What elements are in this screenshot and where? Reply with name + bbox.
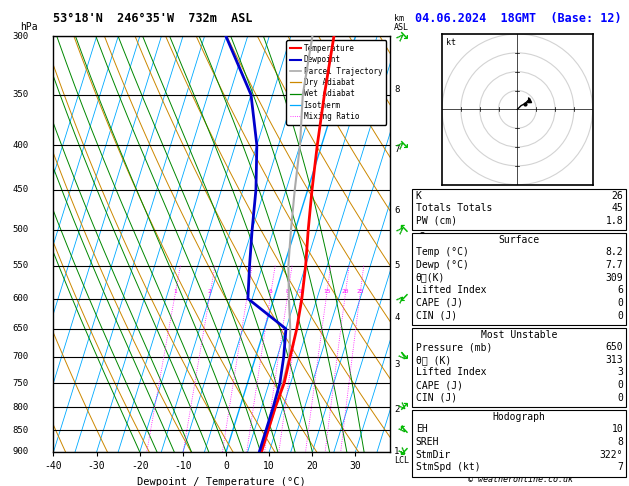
Text: 4: 4 [245,289,249,294]
Text: 7: 7 [618,462,623,472]
Text: 550: 550 [12,261,28,270]
Text: ↙: ↙ [398,446,408,458]
Text: 8.2: 8.2 [606,247,623,258]
Text: Most Unstable: Most Unstable [481,330,557,340]
Text: 2: 2 [394,405,399,414]
Text: StmSpd (kt): StmSpd (kt) [416,462,481,472]
Text: LCL: LCL [394,456,409,465]
Text: 1.8: 1.8 [606,216,623,226]
Text: 5: 5 [394,261,399,270]
Text: 313: 313 [606,355,623,365]
Text: kt: kt [446,38,456,47]
Text: θᴇ(K): θᴇ(K) [416,273,445,283]
Text: ↘: ↘ [398,139,408,152]
Text: ↙: ↙ [398,292,408,305]
Text: 45: 45 [611,203,623,213]
Text: >: > [394,292,408,305]
Text: 600: 600 [12,294,28,303]
Text: ↗: ↗ [398,401,408,414]
Text: ↖: ↖ [398,424,408,437]
Text: >: > [394,223,408,237]
Text: EH: EH [416,424,428,434]
Text: ↖: ↖ [398,223,408,236]
Text: Pressure (mb): Pressure (mb) [416,342,492,352]
Text: >: > [394,30,408,43]
Text: >: > [394,445,408,459]
Text: 0: 0 [618,311,623,321]
Text: Mixing Ratio (g/kg): Mixing Ratio (g/kg) [419,193,428,295]
Text: 10: 10 [298,289,305,294]
Text: 6: 6 [394,206,399,215]
Text: 400: 400 [12,141,28,150]
Text: 900: 900 [12,448,28,456]
Text: 8: 8 [286,289,289,294]
Text: 0: 0 [618,298,623,308]
Text: 700: 700 [12,352,28,362]
Text: CAPE (J): CAPE (J) [416,380,463,390]
Text: 26: 26 [611,191,623,201]
Text: CIN (J): CIN (J) [416,393,457,403]
Text: ↘: ↘ [398,30,408,43]
Text: Lifted Index: Lifted Index [416,367,486,378]
Text: 25: 25 [356,289,364,294]
Text: 6: 6 [269,289,272,294]
Text: 20: 20 [342,289,349,294]
Text: 650: 650 [12,324,28,333]
Text: 1: 1 [173,289,177,294]
Text: >: > [394,424,408,437]
Text: 309: 309 [606,273,623,283]
Text: 7: 7 [394,145,399,155]
Text: 850: 850 [12,426,28,435]
Text: PW (cm): PW (cm) [416,216,457,226]
Text: 15: 15 [323,289,330,294]
Text: 0: 0 [618,380,623,390]
Text: ↘: ↘ [398,350,408,364]
Text: K: K [416,191,421,201]
Text: 800: 800 [12,403,28,412]
Text: Hodograph: Hodograph [493,412,545,422]
Text: 2: 2 [208,289,212,294]
Text: >: > [394,400,408,414]
Text: 322°: 322° [600,450,623,460]
Text: θᴇ (K): θᴇ (K) [416,355,451,365]
Text: km
ASL: km ASL [394,14,409,32]
Text: StmDir: StmDir [416,450,451,460]
Text: 3: 3 [618,367,623,378]
Text: 1: 1 [394,448,399,456]
Text: 300: 300 [12,32,28,41]
Text: CIN (J): CIN (J) [416,311,457,321]
Text: 350: 350 [12,90,28,99]
Text: 450: 450 [12,185,28,194]
Text: 750: 750 [12,379,28,387]
X-axis label: Dewpoint / Temperature (°C): Dewpoint / Temperature (°C) [137,477,306,486]
Text: Totals Totals: Totals Totals [416,203,492,213]
Text: Surface: Surface [498,235,540,245]
Legend: Temperature, Dewpoint, Parcel Trajectory, Dry Adiabat, Wet Adiabat, Isotherm, Mi: Temperature, Dewpoint, Parcel Trajectory… [286,40,386,124]
Text: © weatheronline.co.uk: © weatheronline.co.uk [469,474,573,484]
Text: 8: 8 [618,437,623,447]
Text: Lifted Index: Lifted Index [416,285,486,295]
Text: >: > [394,139,408,152]
Text: 0: 0 [618,393,623,403]
Text: 04.06.2024  18GMT  (Base: 12): 04.06.2024 18GMT (Base: 12) [415,12,621,25]
Text: 8: 8 [394,85,399,94]
Text: 3: 3 [394,361,399,369]
Text: 53°18'N  246°35'W  732m  ASL: 53°18'N 246°35'W 732m ASL [53,12,253,25]
Text: 4: 4 [394,312,399,322]
Text: >: > [394,350,408,364]
Text: Temp (°C): Temp (°C) [416,247,469,258]
Text: 6: 6 [618,285,623,295]
Text: CAPE (J): CAPE (J) [416,298,463,308]
Text: 500: 500 [12,225,28,234]
Text: 7.7: 7.7 [606,260,623,270]
Text: hPa: hPa [20,22,38,32]
Text: SREH: SREH [416,437,439,447]
Text: 650: 650 [606,342,623,352]
Text: Dewp (°C): Dewp (°C) [416,260,469,270]
Text: 10: 10 [611,424,623,434]
